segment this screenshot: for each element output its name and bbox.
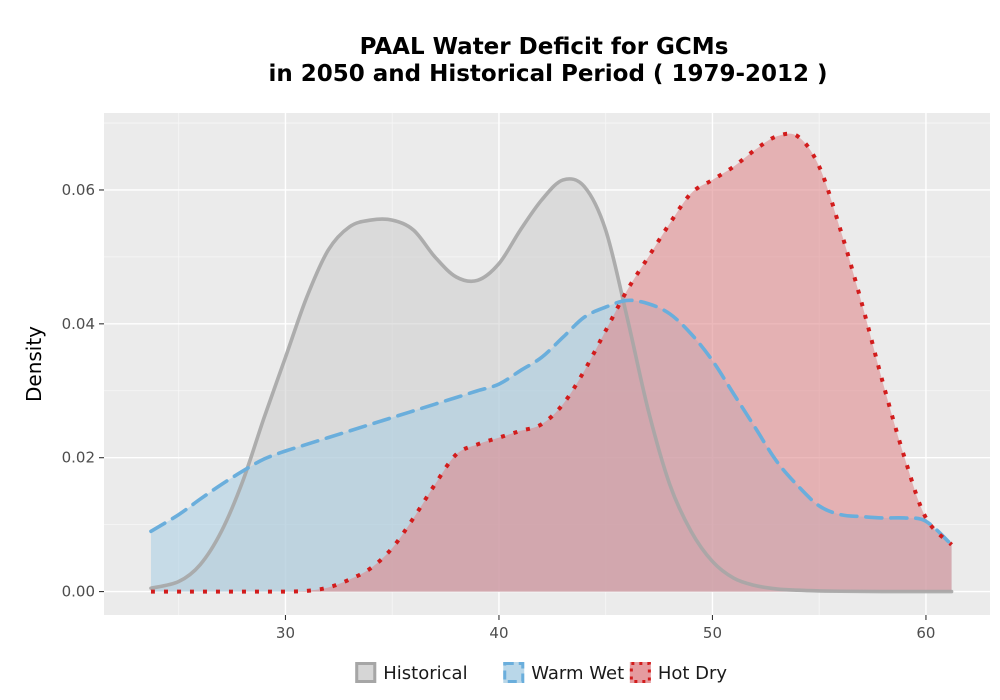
- density-line-historical: [149, 177, 954, 594]
- y-axis-title: Density: [22, 326, 46, 402]
- legend-item-warm-wet: Warm Wet: [503, 662, 624, 684]
- legend: Historical Warm Wet Hot Dry: [355, 662, 727, 684]
- legend-item-hot-dry: Hot Dry: [629, 662, 728, 684]
- legend-label: Historical: [383, 663, 467, 684]
- area-fill-hot-dry: [150, 133, 952, 592]
- x-tick-label: 30: [276, 624, 295, 642]
- x-tick-label: 40: [489, 624, 508, 642]
- x-tick-label: 60: [916, 624, 935, 642]
- x-tick-label: 50: [703, 624, 722, 642]
- legend-key-warm-wet: [503, 662, 525, 683]
- y-tick-label: 0.02: [62, 449, 95, 467]
- y-tick-label: 0.00: [62, 583, 95, 601]
- legend-key-hot-dry: [629, 662, 651, 683]
- axes: 30 40 50 60 0.00 0.02 0.04 0.06: [62, 181, 936, 642]
- legend-key-border: [355, 662, 377, 683]
- legend-label: Warm Wet: [531, 663, 624, 684]
- legend-key-border: [503, 662, 525, 683]
- legend-item-historical: Historical: [355, 662, 468, 684]
- density-curves: [149, 131, 954, 594]
- density-line-warm-wet: [149, 298, 954, 547]
- y-tick-label: 0.06: [62, 181, 95, 199]
- y-tick-label: 0.04: [62, 315, 95, 333]
- legend-key-border: [629, 662, 651, 683]
- legend-key-historical: [355, 662, 377, 683]
- chart-subtitle: in 2050 and Historical Period ( 1979-201…: [268, 61, 827, 87]
- chart-title: PAAL Water Deficit for GCMs: [360, 34, 729, 60]
- legend-label: Hot Dry: [658, 663, 728, 684]
- density-line-hot-dry: [150, 131, 954, 594]
